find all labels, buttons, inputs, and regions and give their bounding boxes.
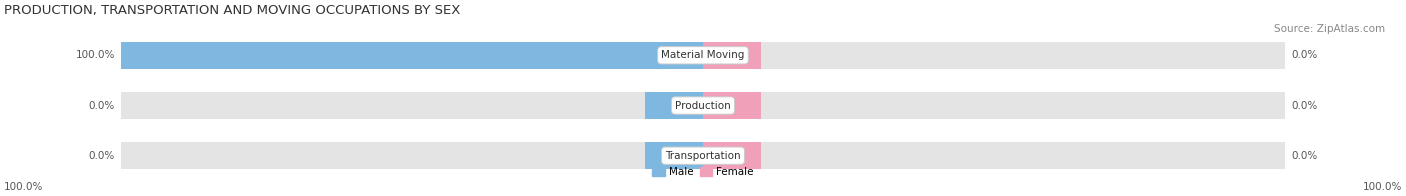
Text: 0.0%: 0.0% [89, 101, 115, 111]
Bar [645, 142, 703, 170]
Bar [703, 42, 761, 69]
Text: 100.0%: 100.0% [1362, 182, 1402, 192]
Text: Transportation: Transportation [665, 151, 741, 161]
Text: Production: Production [675, 101, 731, 111]
Text: 0.0%: 0.0% [1291, 151, 1317, 161]
Bar [121, 92, 1285, 119]
Text: 0.0%: 0.0% [1291, 101, 1317, 111]
Bar [121, 142, 1285, 170]
Text: Material Moving: Material Moving [661, 50, 745, 60]
Text: 100.0%: 100.0% [4, 182, 44, 192]
Bar [703, 92, 761, 119]
Text: 100.0%: 100.0% [76, 50, 115, 60]
Text: PRODUCTION, TRANSPORTATION AND MOVING OCCUPATIONS BY SEX: PRODUCTION, TRANSPORTATION AND MOVING OC… [4, 4, 461, 17]
Text: Source: ZipAtlas.com: Source: ZipAtlas.com [1274, 24, 1385, 34]
Text: 0.0%: 0.0% [1291, 50, 1317, 60]
Bar [121, 42, 1285, 69]
Bar [703, 142, 761, 170]
Text: 0.0%: 0.0% [89, 151, 115, 161]
Legend: Male, Female: Male, Female [648, 163, 758, 181]
Bar [645, 92, 703, 119]
Bar [121, 42, 703, 69]
